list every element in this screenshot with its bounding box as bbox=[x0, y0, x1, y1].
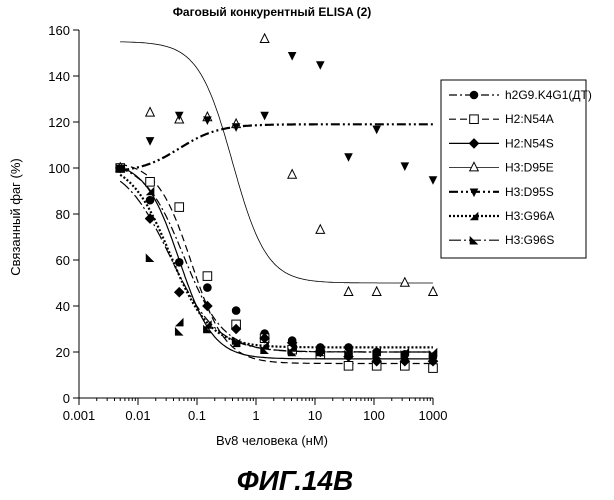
data-point bbox=[401, 278, 410, 287]
x-tick-label: 10 bbox=[308, 408, 322, 423]
series-curve bbox=[120, 175, 433, 348]
chart-title: Фаговый конкурентный ELISA (2) bbox=[173, 5, 372, 19]
x-axis: 0.001 0.01 0.1 1 10 100 1000 bbox=[63, 398, 448, 423]
series-curve bbox=[120, 124, 433, 170]
data-point bbox=[175, 318, 184, 327]
x-tick-label: 100 bbox=[363, 408, 385, 423]
data-point bbox=[146, 253, 155, 262]
legend-label: H2:N54A bbox=[505, 112, 554, 126]
series-curve bbox=[120, 181, 433, 352]
x-tick-label: 0.001 bbox=[63, 408, 96, 423]
legend-label: H3:G96A bbox=[505, 209, 554, 223]
legend-label: H3:D95E bbox=[505, 161, 554, 175]
plot-curves bbox=[120, 42, 433, 364]
legend-marker bbox=[470, 91, 479, 100]
data-point bbox=[316, 225, 325, 234]
data-point bbox=[260, 34, 269, 43]
y-tick-label: 140 bbox=[48, 69, 70, 84]
y-tick-label: 20 bbox=[56, 345, 70, 360]
data-point bbox=[202, 301, 213, 312]
data-point bbox=[232, 306, 241, 315]
data-point bbox=[145, 213, 156, 224]
plot-markers bbox=[115, 34, 438, 373]
data-point bbox=[146, 178, 155, 187]
series-curve bbox=[120, 168, 433, 352]
data-point bbox=[372, 287, 381, 296]
legend-label: H3:G96S bbox=[505, 233, 554, 247]
y-tick-label: 120 bbox=[48, 115, 70, 130]
x-tick-label: 1000 bbox=[419, 408, 448, 423]
series-curve bbox=[120, 167, 433, 359]
x-axis-label: Bv8 человека (нМ) bbox=[216, 433, 328, 448]
y-axis-label: Связанный фаг (%) bbox=[8, 158, 23, 275]
data-point bbox=[401, 162, 410, 171]
x-tick-label: 0.1 bbox=[188, 408, 206, 423]
legend-marker bbox=[470, 115, 479, 124]
y-tick-label: 40 bbox=[56, 299, 70, 314]
data-point bbox=[175, 258, 184, 267]
data-point bbox=[372, 126, 381, 135]
y-tick-label: 80 bbox=[56, 207, 70, 222]
legend-label: H3:D95S bbox=[505, 185, 554, 199]
y-axis: 0 20 40 60 80 100 120 140 160 bbox=[48, 23, 79, 406]
data-point bbox=[146, 108, 155, 117]
legend-label: h2G9.K4G1(ДТ) bbox=[505, 88, 592, 102]
data-point bbox=[344, 362, 353, 371]
x-tick-label: 0.01 bbox=[125, 408, 150, 423]
data-point bbox=[288, 170, 297, 179]
y-tick-label: 160 bbox=[48, 23, 70, 38]
data-point bbox=[175, 203, 184, 212]
data-point bbox=[316, 61, 325, 70]
data-point bbox=[146, 196, 155, 205]
series-curve bbox=[120, 164, 433, 363]
y-tick-label: 100 bbox=[48, 161, 70, 176]
data-point bbox=[203, 272, 212, 281]
data-point bbox=[175, 327, 184, 336]
data-point bbox=[429, 176, 438, 185]
y-tick-label: 60 bbox=[56, 253, 70, 268]
data-point bbox=[174, 287, 185, 298]
data-point bbox=[203, 283, 212, 292]
data-point bbox=[344, 153, 353, 162]
data-point bbox=[429, 287, 438, 296]
series-curve bbox=[120, 42, 433, 283]
data-point bbox=[146, 137, 155, 146]
data-point bbox=[175, 112, 184, 121]
data-point bbox=[344, 287, 353, 296]
legend: h2G9.K4G1(ДТ) H2:N54A H2:N54S H3:D95E H3:D95… bbox=[441, 80, 592, 258]
data-point bbox=[260, 112, 269, 121]
figure-label: ФИГ.14B bbox=[237, 465, 354, 496]
data-point bbox=[288, 52, 297, 61]
legend-label: H2:N54S bbox=[505, 136, 554, 150]
x-tick-label: 1 bbox=[252, 408, 259, 423]
y-tick-label: 0 bbox=[63, 391, 70, 406]
